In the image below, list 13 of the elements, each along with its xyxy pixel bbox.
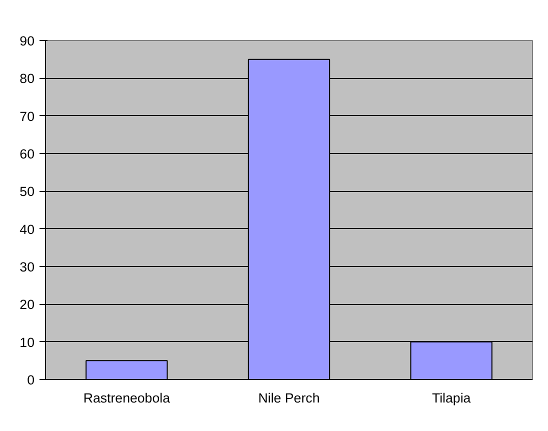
y-tick-label: 80 <box>20 71 35 86</box>
y-tick-label: 40 <box>20 222 35 237</box>
x-tick-label: Nile Perch <box>258 390 320 406</box>
x-tick-label: Tilapia <box>432 390 472 406</box>
y-tick-label: 20 <box>20 297 35 312</box>
y-tick-label: 30 <box>20 260 35 274</box>
y-tick-label: 90 <box>20 34 35 48</box>
x-tick-label: Rastreneobola <box>83 390 171 406</box>
y-tick-label: 10 <box>20 334 35 350</box>
y-tick-label: 50 <box>20 184 35 200</box>
y-tick-label: 60 <box>20 146 35 162</box>
y-tick-label: 0 <box>27 372 35 388</box>
y-tick-label: 70 <box>20 108 35 124</box>
